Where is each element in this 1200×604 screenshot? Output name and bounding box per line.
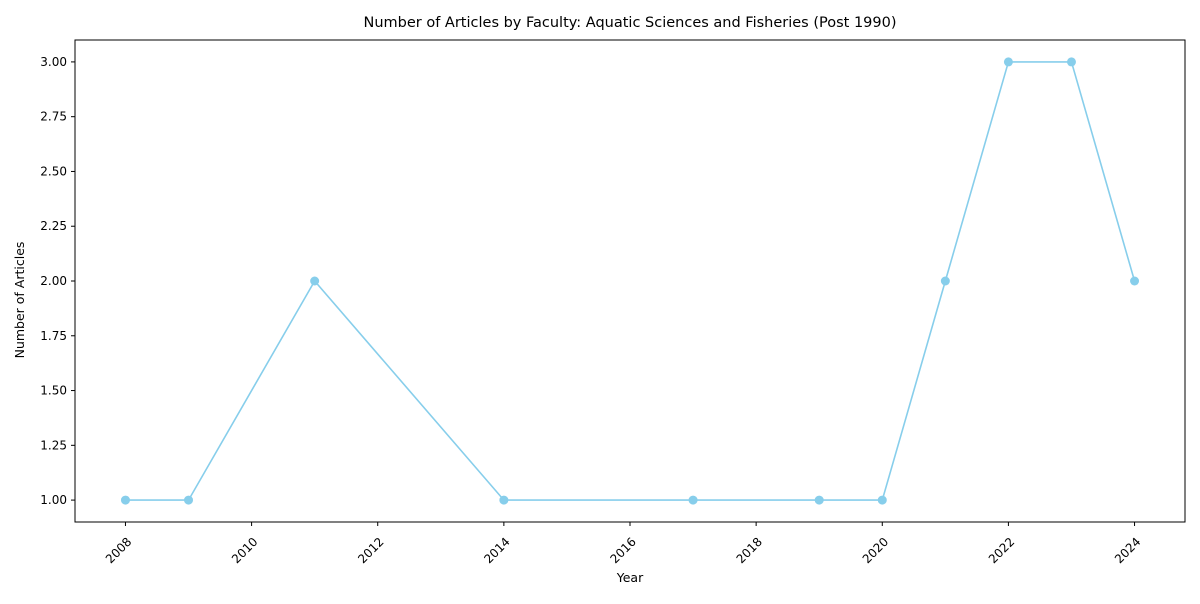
x-tick-label: 2018: [734, 535, 765, 566]
y-tick-label: 1.75: [40, 329, 67, 343]
data-point: [877, 495, 887, 505]
data-point: [688, 495, 698, 505]
data-point: [1066, 57, 1076, 67]
x-tick-label: 2022: [986, 535, 1017, 566]
y-tick-label: 1.50: [40, 384, 67, 398]
data-point: [814, 495, 824, 505]
plot-area: 2008 2010 2012 2014 2016 2018 2020 2022 2024 1.00…: [40, 39, 1186, 566]
x-tick-label: 2020: [860, 535, 891, 566]
data-point: [120, 495, 130, 505]
chart-title: Number of Articles by Faculty: Aquatic S…: [363, 15, 896, 31]
data-point: [310, 276, 320, 286]
y-tick-label: 1.25: [40, 438, 67, 452]
data-point: [1130, 276, 1140, 286]
x-tick-label: 2024: [1112, 535, 1143, 566]
y-tick-label: 1.00: [40, 493, 67, 507]
data-point: [940, 276, 950, 286]
y-tick-label: 2.25: [40, 219, 67, 233]
x-tick-label: 2016: [607, 535, 638, 566]
x-tick-label: 2010: [229, 535, 260, 566]
series-line: [125, 61, 1136, 501]
data-point: [184, 495, 194, 505]
x-axis-label: Year: [616, 570, 644, 585]
axes-frame: [74, 39, 1186, 523]
y-axis-label: Number of Articles: [12, 242, 27, 359]
data-point: [499, 495, 509, 505]
y-tick-label: 2.50: [40, 164, 67, 178]
data-point: [1003, 57, 1013, 67]
y-tick-label: 3.00: [40, 55, 67, 69]
x-tick-label: 2012: [355, 535, 386, 566]
y-tick-label: 2.75: [40, 110, 67, 124]
y-tick-label: 2.00: [40, 274, 67, 288]
x-tick-label: 2008: [103, 535, 134, 566]
x-tick-label: 2014: [481, 535, 512, 566]
